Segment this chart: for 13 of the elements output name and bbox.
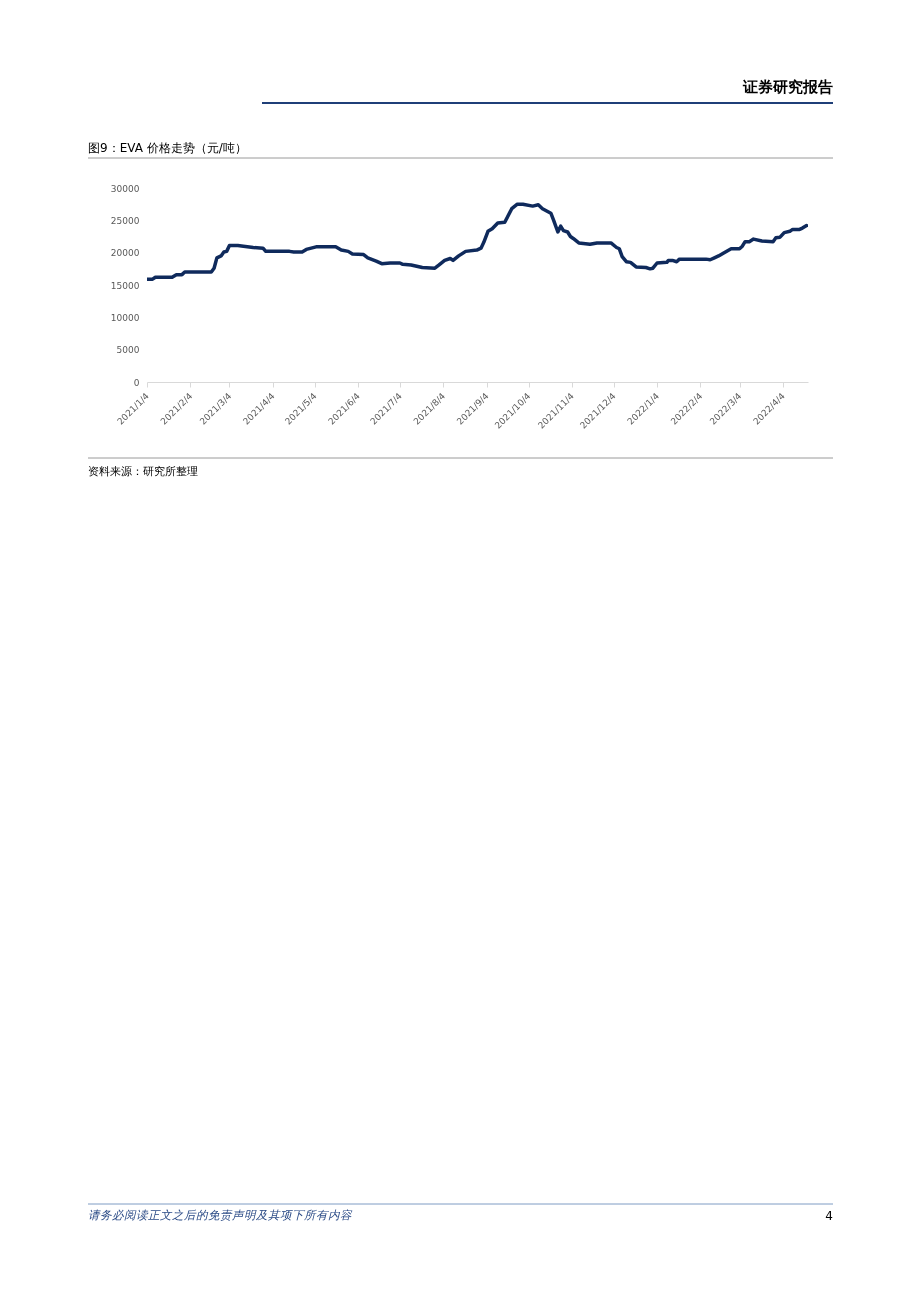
- y-tick-label: 20000: [110, 248, 140, 259]
- y-tick-label: 5000: [116, 345, 140, 356]
- y-tick-label: 25000: [110, 215, 140, 226]
- text: 请务必阅读正文之后的免责声明及其项下所有内容: [88, 1208, 353, 1222]
- chart-title: 图9：EVA 价格走势（元/吨）: [88, 141, 247, 155]
- text: 资料来源：研究所整理: [88, 465, 198, 478]
- line-series: [147, 202, 808, 281]
- y-tick-label: 15000: [110, 280, 140, 291]
- text: 4: [825, 1209, 833, 1223]
- y-tick-label: 0: [133, 377, 140, 388]
- text: 证券研究报告: [742, 78, 833, 96]
- y-tick-label: 10000: [110, 312, 140, 323]
- y-tick-label: 30000: [110, 183, 140, 194]
